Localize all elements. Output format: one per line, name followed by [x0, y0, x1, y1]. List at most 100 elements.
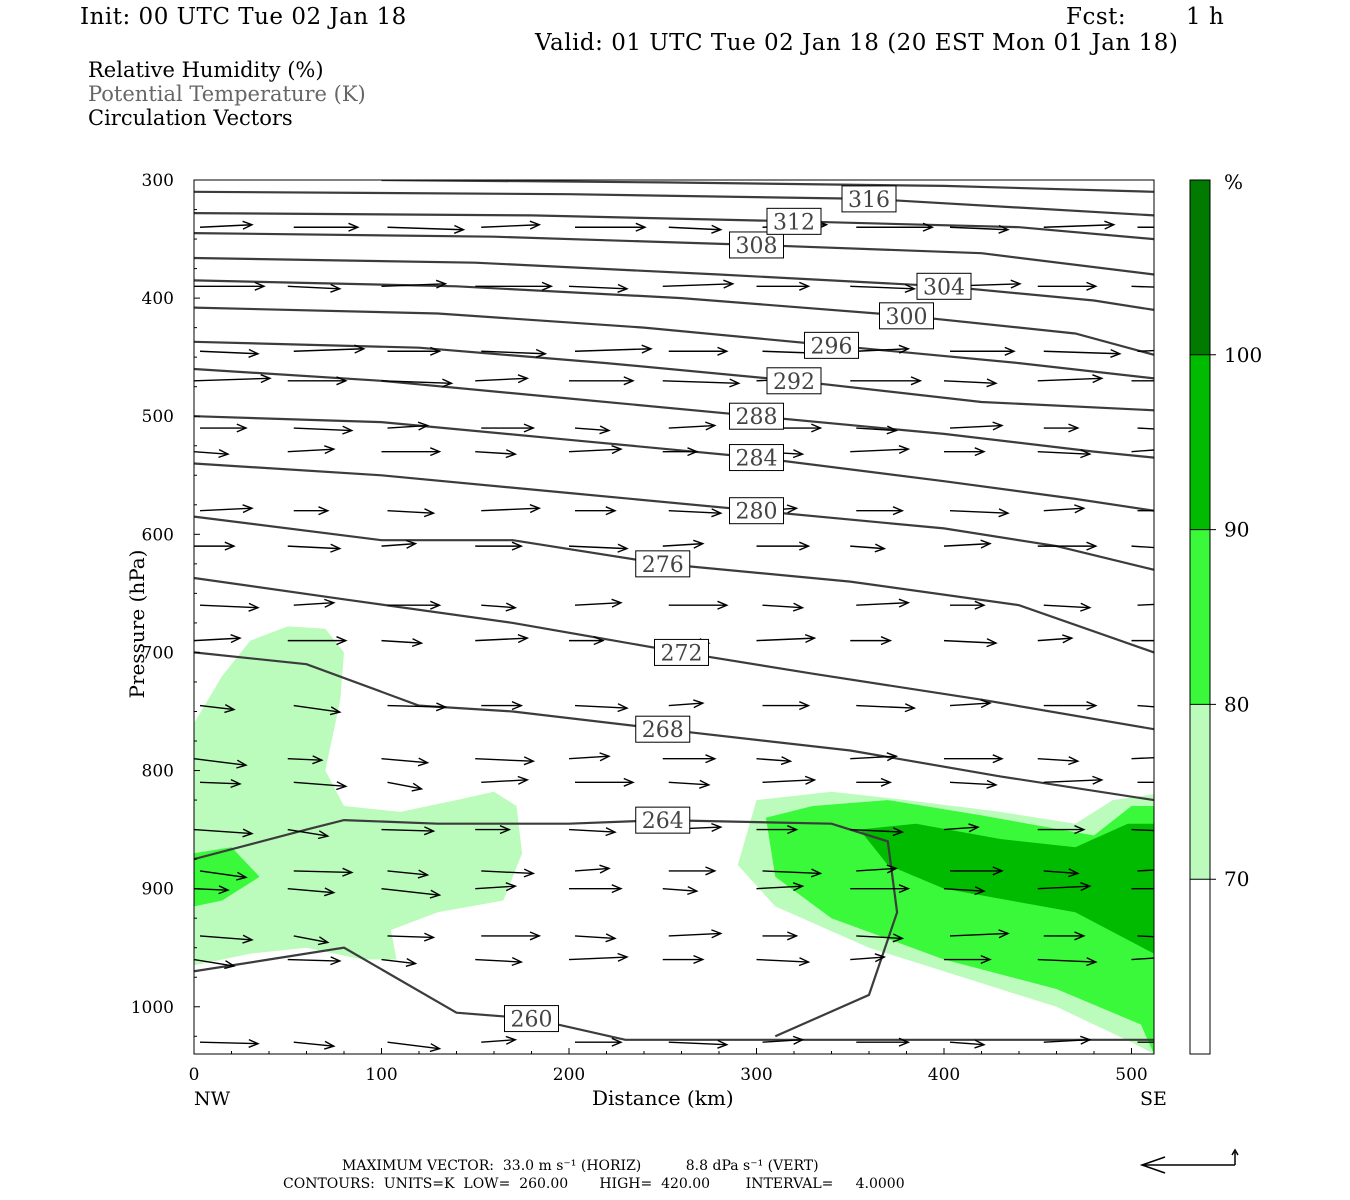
theta-label-text: 296	[811, 334, 853, 359]
circulation-vector	[668, 600, 729, 610]
circulation-vector	[762, 701, 811, 711]
init-time: Init: 00 UTC Tue 02 Jan 18	[80, 4, 407, 30]
circulation-vector	[568, 827, 617, 837]
circulation-vector	[194, 828, 254, 838]
circulation-vector	[1131, 756, 1154, 760]
theta-label-text: 260	[511, 1008, 553, 1033]
circulation-vector	[475, 541, 524, 551]
theta-label-280: 280	[729, 497, 784, 525]
circulation-vector	[1037, 634, 1074, 644]
circulation-vector	[574, 598, 623, 608]
theta-label-text: 288	[736, 405, 778, 430]
circulation-vector	[387, 1041, 442, 1053]
theta-contour-316	[194, 190, 1154, 217]
circulation-vector	[1137, 1041, 1154, 1043]
circulation-vector	[1043, 931, 1086, 941]
circulation-vector	[381, 887, 442, 899]
circulation-vector	[1043, 504, 1086, 514]
circulation-vector	[569, 884, 623, 894]
circulation-vector	[199, 220, 254, 230]
legend-relative-humidity: Relative Humidity (%)	[88, 58, 324, 82]
circulation-vector	[950, 346, 1016, 356]
circulation-vector	[756, 756, 793, 766]
x-tick-label-0: 0	[189, 1065, 200, 1085]
circulation-vector	[199, 778, 242, 789]
circulation-vector	[287, 755, 324, 765]
theta-label-292: 292	[766, 367, 822, 395]
circulation-vector	[194, 281, 266, 291]
circulation-vector	[475, 374, 530, 384]
circulation-vector	[293, 704, 342, 716]
circulation-vector	[481, 602, 518, 612]
circulation-vector	[387, 224, 466, 234]
circulation-vector	[1043, 348, 1122, 358]
circulation-vector	[575, 222, 647, 232]
circulation-vector	[481, 1035, 518, 1045]
circulation-vector	[194, 758, 248, 769]
theta-label-316: 316	[841, 185, 897, 213]
circulation-vector	[481, 423, 536, 433]
circulation-vector	[569, 636, 605, 646]
circulation-vector	[1137, 427, 1154, 430]
circulation-vector	[194, 541, 236, 551]
circulation-vector	[944, 447, 986, 457]
circulation-vector	[287, 376, 348, 386]
circulation-vector	[850, 953, 887, 963]
rh-region-70-0	[194, 626, 523, 966]
circulation-vector	[668, 421, 717, 431]
circulation-vector	[475, 634, 530, 644]
circulation-vector	[949, 1039, 986, 1049]
circulation-vector	[575, 777, 635, 787]
theta-contour-260	[194, 946, 1154, 1041]
circulation-vector	[387, 702, 448, 712]
circulation-vector	[762, 931, 799, 941]
theta-label-text: 284	[736, 447, 778, 472]
circulation-vector	[569, 376, 635, 386]
circulation-vector	[194, 634, 242, 644]
circulation-vector	[668, 508, 723, 518]
theta-label-text: 280	[736, 500, 778, 525]
theta-label-text: 300	[886, 305, 928, 330]
y-tick-label-900: 900	[142, 880, 174, 900]
circulation-vector	[850, 752, 899, 762]
theta-contour-288	[194, 367, 1154, 459]
circulation-vector	[481, 775, 530, 785]
theta-label-268: 268	[635, 715, 691, 743]
theta-contour-308	[194, 232, 1154, 276]
circulation-vector	[944, 954, 992, 965]
circulation-vector	[856, 222, 935, 232]
circulation-vector	[199, 703, 236, 714]
circulation-vector	[662, 885, 699, 896]
contour-info: CONTOURS: UNITS=K LOW= 260.00 HIGH= 420.…	[283, 1176, 905, 1192]
theta-label-312: 312	[766, 207, 822, 235]
theta-label-304: 304	[916, 272, 972, 300]
circulation-vector	[1037, 882, 1092, 892]
circulation-vector	[575, 506, 617, 516]
circulation-vector	[293, 222, 360, 232]
theta-label-text: 316	[848, 188, 890, 213]
theta-label-text: 292	[773, 370, 815, 395]
circulation-vector	[756, 882, 805, 892]
circulation-vector	[943, 539, 992, 549]
circulation-vector	[481, 220, 542, 230]
circulation-vector	[1131, 285, 1154, 288]
circulation-vector	[381, 378, 454, 388]
theta-contour-296	[194, 306, 1154, 380]
circulation-vector	[1137, 704, 1154, 708]
y-tick-label-1000: 1000	[131, 998, 174, 1018]
circulation-vector	[1131, 449, 1154, 453]
circulation-vector	[1131, 887, 1154, 890]
circulation-vector	[856, 933, 905, 943]
circulation-vector	[1131, 957, 1154, 961]
rh-region-80-2	[194, 847, 260, 907]
circulation-vector	[850, 283, 917, 293]
x-axis-right-end-label: SE	[1140, 1088, 1167, 1110]
circulation-vector	[199, 348, 260, 358]
circulation-vector	[1043, 220, 1116, 230]
circulation-vector	[756, 281, 811, 291]
plot-frame	[193, 179, 1155, 1055]
circulation-vector	[568, 445, 623, 455]
circulation-vector	[756, 825, 799, 835]
theta-label-text: 264	[642, 809, 684, 834]
circulation-vector	[194, 448, 230, 459]
